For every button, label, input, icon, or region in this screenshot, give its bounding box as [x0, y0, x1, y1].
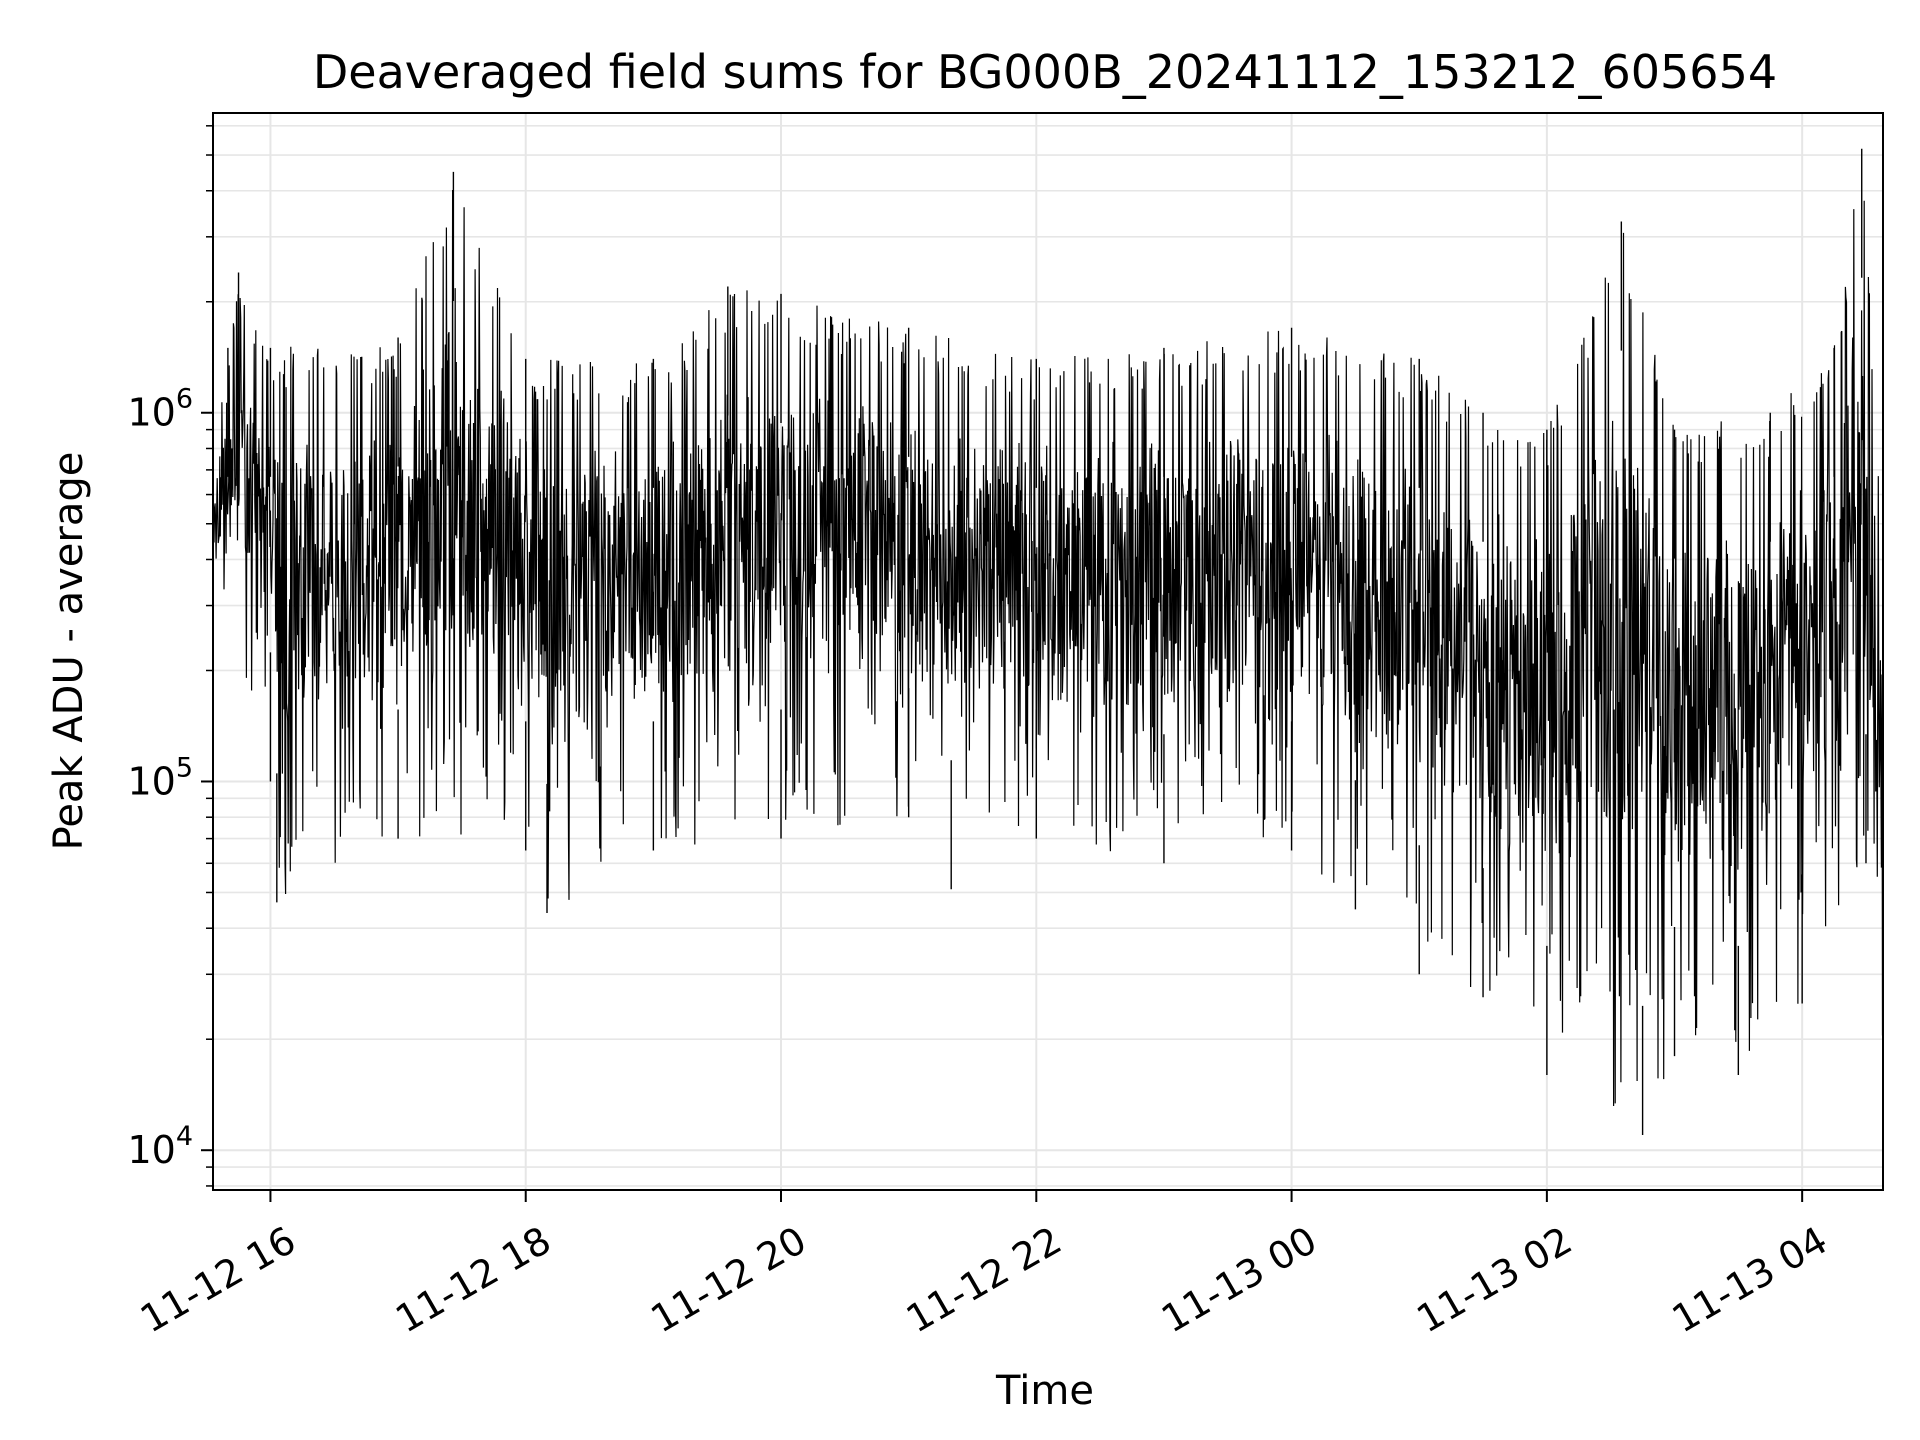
y-axis-label: Peak ADU - average: [46, 452, 92, 851]
x-axis-label: Time: [995, 1368, 1094, 1414]
y-tick-label-0: 104: [127, 1121, 193, 1172]
y-tick-label-1: 105: [127, 752, 193, 803]
series-path: [212, 189, 1884, 1107]
plot-frame: [212, 112, 1884, 1191]
y-axis: 104 105 106: [127, 125, 213, 1187]
chart-title: Deaveraged field sums for BG000B_2024111…: [313, 45, 1777, 99]
y-tick-label-2: 106: [127, 384, 193, 435]
